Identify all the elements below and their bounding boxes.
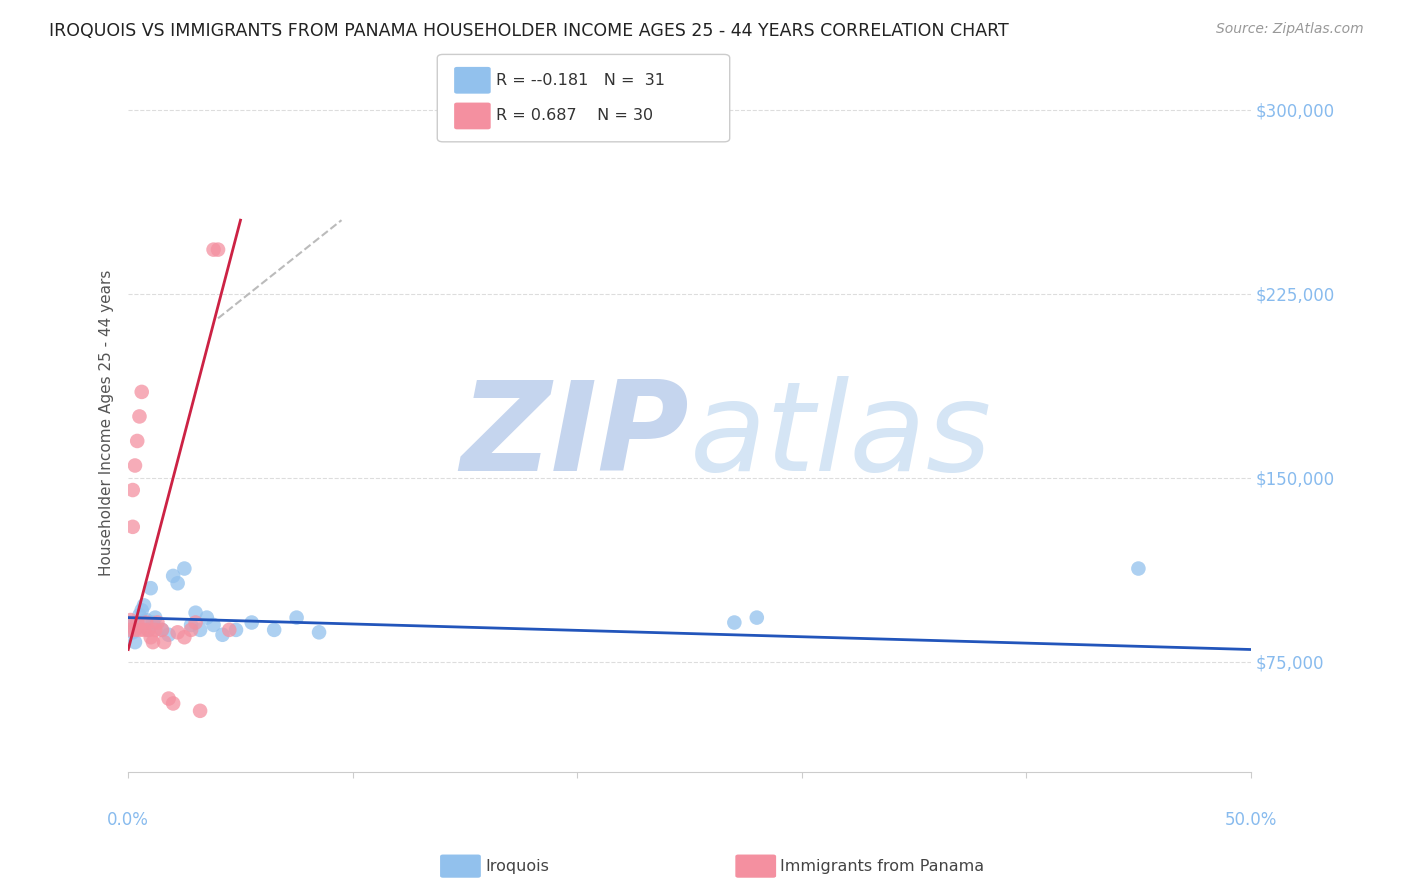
Point [723, 615, 745, 630]
Point [135, 613, 157, 627]
Point [166, 576, 188, 591]
Point [184, 615, 207, 630]
Point [142, 635, 165, 649]
Point [157, 691, 180, 706]
Point [120, 613, 142, 627]
Point [142, 615, 165, 630]
Point [195, 610, 218, 624]
Point [162, 569, 184, 583]
Point [128, 608, 150, 623]
Point [218, 623, 240, 637]
Point [240, 615, 263, 630]
Point [173, 561, 195, 575]
Point [124, 635, 146, 649]
Point [188, 704, 211, 718]
Text: 50.0%: 50.0% [1225, 811, 1277, 829]
Point [285, 610, 308, 624]
Point [132, 599, 155, 613]
Point [132, 623, 155, 637]
Point [121, 520, 143, 534]
Point [131, 384, 153, 399]
Point [143, 623, 166, 637]
Point [150, 623, 173, 637]
Point [153, 635, 176, 649]
Point [127, 434, 149, 448]
Point [131, 603, 153, 617]
Text: Source: ZipAtlas.com: Source: ZipAtlas.com [1216, 22, 1364, 37]
Point [143, 610, 166, 624]
Text: Iroquois: Iroquois [485, 859, 548, 873]
Point [162, 697, 184, 711]
Point [127, 620, 149, 634]
Point [211, 628, 233, 642]
Point [121, 625, 143, 640]
Point [120, 615, 142, 630]
Point [308, 625, 330, 640]
Point [138, 623, 160, 637]
Point [124, 623, 146, 637]
Point [120, 623, 142, 637]
Point [745, 610, 768, 624]
Text: R = --0.181   N =  31: R = --0.181 N = 31 [496, 73, 665, 87]
Point [263, 623, 285, 637]
Point [207, 243, 229, 257]
Point [1128, 561, 1150, 575]
Point [184, 606, 207, 620]
Point [173, 630, 195, 644]
Text: R = 0.687    N = 30: R = 0.687 N = 30 [496, 109, 654, 123]
Point [202, 618, 225, 632]
Point [121, 483, 143, 497]
Y-axis label: Householder Income Ages 25 - 44 years: Householder Income Ages 25 - 44 years [100, 269, 114, 575]
Point [180, 623, 202, 637]
Point [166, 625, 188, 640]
Point [225, 623, 247, 637]
Point [127, 615, 149, 630]
Point [138, 623, 160, 637]
Point [135, 615, 157, 630]
Point [150, 623, 173, 637]
Text: Immigrants from Panama: Immigrants from Panama [780, 859, 984, 873]
Point [128, 409, 150, 424]
Point [188, 623, 211, 637]
Text: 0.0%: 0.0% [107, 811, 149, 829]
Text: atlas: atlas [689, 376, 991, 497]
Point [157, 628, 180, 642]
Point [139, 630, 162, 644]
Point [146, 615, 169, 630]
Point [124, 458, 146, 473]
Text: ZIP: ZIP [461, 376, 689, 497]
Text: IROQUOIS VS IMMIGRANTS FROM PANAMA HOUSEHOLDER INCOME AGES 25 - 44 YEARS CORRELA: IROQUOIS VS IMMIGRANTS FROM PANAMA HOUSE… [49, 22, 1010, 40]
Point [139, 581, 162, 595]
Point [202, 243, 225, 257]
Point [180, 618, 202, 632]
Point [128, 623, 150, 637]
